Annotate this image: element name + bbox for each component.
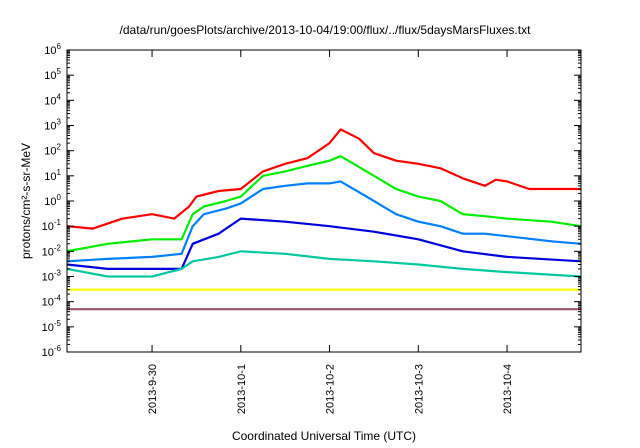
series-line-5 xyxy=(67,250,581,278)
y-tick-label: 105 xyxy=(44,67,61,82)
y-axis-label: protons/cm²-s-sr-MeV xyxy=(19,143,33,259)
y-tick-label: 10-1 xyxy=(42,218,62,233)
chart-title: /data/run/goesPlots/archive/2013-10-04/1… xyxy=(120,23,532,37)
x-tick-label: 2013-10-2 xyxy=(325,364,337,414)
y-tick-label: 106 xyxy=(44,42,61,57)
y-tick-label: 104 xyxy=(44,92,61,107)
y-tick-label: 100 xyxy=(44,193,61,208)
series-line-4 xyxy=(67,217,581,270)
y-tick-label: 103 xyxy=(44,118,61,133)
series-line-3 xyxy=(67,180,581,263)
y-tick-label: 10-4 xyxy=(42,294,62,309)
x-axis: 2013-9-30 2013-10-1 2013-10-2 2013-10-3 2013… xyxy=(147,50,514,414)
x-tick-label: 2013-10-1 xyxy=(236,364,248,414)
series-line-2 xyxy=(67,155,581,253)
x-axis-label: Coordinated Universal Time (UTC) xyxy=(232,429,416,443)
x-tick-label: 2013-10-4 xyxy=(502,364,514,414)
y-tick-label: 101 xyxy=(44,168,61,183)
plot-frame xyxy=(66,49,582,353)
y-tick-label: 10-3 xyxy=(42,269,62,284)
y-axis: 10-6 10-5 10-4 10-3 10-2 10-1 100 101 102 103 104 1… xyxy=(42,42,581,359)
x-tick-label: 2013-10-3 xyxy=(413,364,425,414)
series-line-1 xyxy=(67,128,581,230)
y-tick-label: 10-2 xyxy=(42,243,62,258)
y-tick-label: 102 xyxy=(44,143,61,158)
x-tick-label: 2013-9-30 xyxy=(147,364,159,414)
y-tick-label: 10-5 xyxy=(42,319,62,334)
y-tick-label: 10-6 xyxy=(42,344,62,359)
